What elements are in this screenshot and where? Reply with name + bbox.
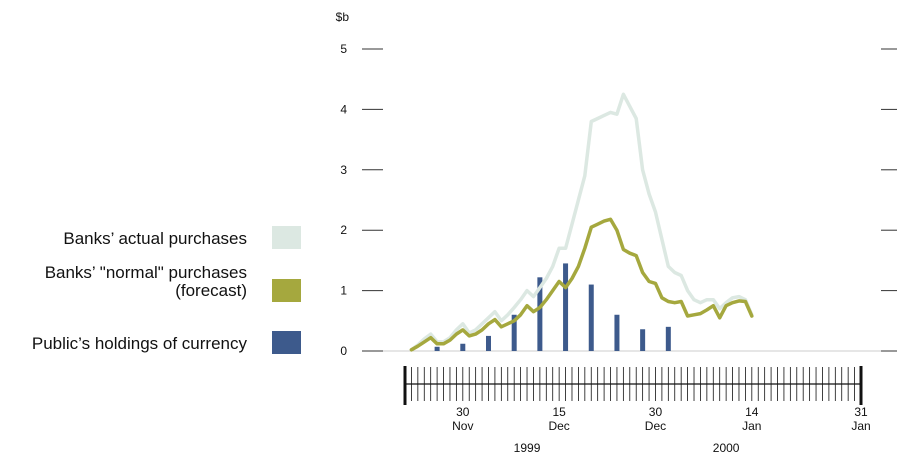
lines-layer [409,92,754,352]
legend-label-public-holdings: Public’s holdings of currency [31,334,247,353]
x-tick-month-label: Jan [851,419,870,433]
currency-bar [485,335,491,351]
y-tick-label: 1 [340,284,347,298]
currency-bar [563,263,569,351]
bars-layer [434,263,671,351]
y-axis-label: $b [336,10,350,24]
legend-swatch-public-holdings [272,331,301,354]
series-line-actual-purchases [409,92,754,352]
currency-bar [537,277,543,351]
legend-label-actual-purchases: Banks’ actual purchases [63,229,247,248]
y-tick-label: 3 [340,163,347,177]
x-tick-month-label: Dec [645,419,666,433]
y-tick-label: 2 [340,223,347,237]
x-tick-day-label: 15 [552,405,566,419]
currency-bar [640,329,646,351]
currency-bar [614,314,620,351]
legend-swatch-actual-purchases [272,226,301,249]
y-tick-label: 5 [340,42,347,56]
legend-label-normal-purchases: Banks’ "normal" purchases [44,263,247,282]
currency-bar [588,284,594,351]
currency-bar [434,346,440,351]
currency-bar [460,343,466,351]
x-tick-month-label: Jan [742,419,761,433]
series-line-normal-purchases [409,217,754,352]
x-tick-day-label: 31 [854,405,868,419]
x-tick-month-label: Nov [452,419,473,433]
x-tick-day-label: 30 [456,405,470,419]
legend-item-normal-purchases: Banks’ "normal" purchases (forecast) [45,264,247,300]
year-label: 1999 [514,441,541,455]
y-tick-label: 4 [340,102,347,116]
legend-label-normal-purchases-forecast: (forecast) [175,281,247,300]
legend-swatch-normal-purchases [272,279,301,302]
x-tick-day-label: 30 [649,405,663,419]
legend-item-public-holdings: Public’s holdings of currency [32,335,247,353]
legend-item-actual-purchases: Banks’ actual purchases [63,230,247,248]
y-tick-label: 0 [340,344,347,358]
axes-layer: 0 1 2 3 4 5 $b [336,10,897,358]
currency-bar [665,326,671,351]
year-label: 2000 [713,441,740,455]
x-tick-month-label: Dec [548,419,569,433]
x-tick-day-label: 14 [745,405,759,419]
currency-bar [511,314,517,351]
